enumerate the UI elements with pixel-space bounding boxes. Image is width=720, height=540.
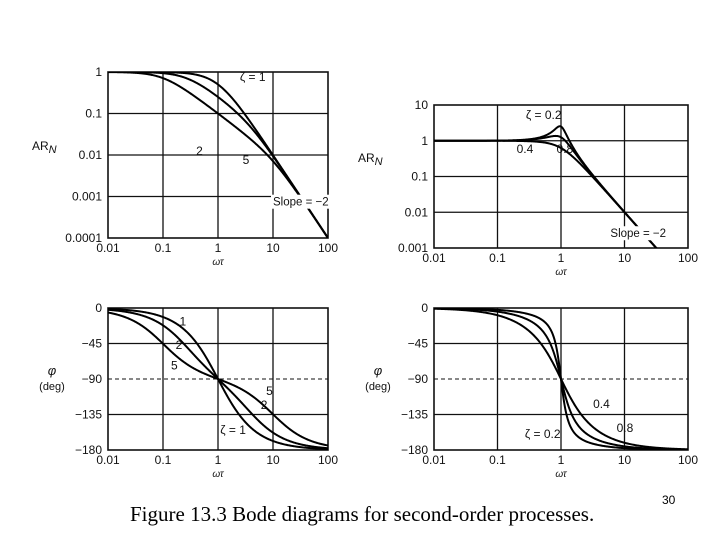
x-tick-label: 0.01 bbox=[422, 453, 446, 467]
y-tick-label: 10 bbox=[415, 98, 429, 112]
x-tick-label: 1 bbox=[215, 241, 222, 255]
y-axis-unit: (deg) bbox=[39, 381, 65, 393]
curve-annotation: 0.4 bbox=[517, 142, 534, 156]
y-tick-label: −135 bbox=[401, 408, 428, 422]
y-tick-label: −180 bbox=[401, 443, 428, 457]
slide-number: 30 bbox=[662, 493, 676, 507]
x-tick-label: 0.1 bbox=[489, 453, 506, 467]
x-tick-label: 10 bbox=[618, 453, 632, 467]
x-tick-label: 0.1 bbox=[489, 251, 506, 265]
y-axis-label: φ bbox=[374, 363, 383, 378]
y-tick-label: −90 bbox=[82, 372, 103, 386]
y-axis-unit: (deg) bbox=[365, 381, 391, 393]
curve-annotation: 0.8 bbox=[557, 142, 574, 156]
x-tick-label: 100 bbox=[318, 241, 338, 255]
curve-annotation: 2 bbox=[176, 338, 183, 352]
curve-annotation: Slope = −2 bbox=[273, 197, 329, 209]
curve-annotation: ζ = 1 bbox=[240, 70, 266, 84]
x-tick-label: 1 bbox=[215, 453, 222, 467]
y-tick-label: 1 bbox=[95, 65, 102, 79]
annotation-background bbox=[271, 194, 349, 209]
curve-annotation: Slope = −2 bbox=[610, 228, 666, 240]
y-axis-label: φ bbox=[48, 363, 57, 378]
x-tick-label: 100 bbox=[318, 453, 338, 467]
y-tick-label: −90 bbox=[408, 372, 429, 386]
x-tick-label: 0.01 bbox=[422, 251, 446, 265]
x-tick-label: 0.1 bbox=[155, 453, 172, 467]
curve-annotation: 5 bbox=[266, 384, 273, 398]
y-tick-label: 1 bbox=[421, 134, 428, 148]
curve-annotation: 2 bbox=[196, 144, 203, 158]
x-tick-label: 0.01 bbox=[96, 241, 120, 255]
y-tick-label: 0.0001 bbox=[65, 231, 102, 245]
x-tick-label: 0.1 bbox=[155, 241, 172, 255]
x-tick-label: 10 bbox=[618, 251, 632, 265]
y-tick-label: 0.1 bbox=[85, 107, 102, 121]
x-tick-label: 10 bbox=[266, 241, 280, 255]
x-tick-label: 10 bbox=[266, 453, 280, 467]
curve-annotation: 5 bbox=[171, 359, 178, 373]
x-axis-label: ωτ bbox=[212, 257, 225, 268]
y-tick-label: 0.001 bbox=[398, 241, 428, 255]
x-tick-label: 100 bbox=[678, 251, 698, 265]
curve-annotation: 0.4 bbox=[593, 397, 610, 411]
curve-annotation: 0.8 bbox=[617, 421, 634, 435]
x-tick-label: 1 bbox=[558, 251, 565, 265]
x-tick-label: 0.01 bbox=[96, 453, 120, 467]
annotation-background bbox=[608, 226, 687, 241]
y-tick-label: 0 bbox=[95, 301, 102, 315]
x-axis-label: ωτ bbox=[555, 469, 568, 480]
series-line-zeta-5 bbox=[108, 311, 328, 447]
x-axis-label: ωτ bbox=[555, 267, 568, 278]
x-axis-label: ωτ bbox=[212, 469, 225, 480]
y-tick-label: 0.001 bbox=[72, 190, 102, 204]
curve-annotation: 1 bbox=[180, 314, 187, 328]
y-tick-label: 0 bbox=[421, 301, 428, 315]
y-tick-label: −180 bbox=[75, 443, 102, 457]
y-axis-label: ARN bbox=[32, 139, 57, 156]
y-tick-label: 0.01 bbox=[79, 148, 103, 162]
bode-panel-phase-zeta-0.2-0.4-0.8: 0.01 0.1 1 10 100 0 −45 −90 −135 −180 ωτ φ (deg) 0.4 0… bbox=[365, 301, 698, 480]
y-tick-label: −135 bbox=[75, 408, 102, 422]
x-tick-label: 1 bbox=[558, 453, 565, 467]
curve-annotation: 5 bbox=[243, 153, 250, 167]
bode-panel-phase-zeta-1-2-5: 0.01 0.1 1 10 1000−45−90−135−180ωτφ(deg)1255… bbox=[39, 301, 338, 480]
curve-annotation: ζ = 1 bbox=[220, 423, 246, 437]
figure-caption: Figure 13.3 Bode diagrams for second-ord… bbox=[130, 502, 595, 526]
curve-annotation: 2 bbox=[261, 398, 268, 412]
y-axis-label: ARN bbox=[358, 151, 383, 168]
bode-panel-ar-zeta-1-2-5: 0.01 0.1 1 10 100 0.0001 0.001 0.01 0.1 1 ωτ ARN ζ =… bbox=[32, 65, 349, 268]
y-tick-label: −45 bbox=[82, 337, 103, 351]
y-tick-label: 0.1 bbox=[411, 170, 428, 184]
x-tick-label: 100 bbox=[678, 453, 698, 467]
series-line-zeta-5 bbox=[108, 72, 328, 238]
series-line-zeta-0.8 bbox=[434, 308, 688, 450]
y-tick-label: 0.01 bbox=[405, 205, 429, 219]
curve-annotation: ζ = 0.2 bbox=[526, 108, 562, 122]
curve-annotation: ζ = 0.2 bbox=[525, 427, 561, 441]
y-tick-label: −45 bbox=[408, 337, 429, 351]
